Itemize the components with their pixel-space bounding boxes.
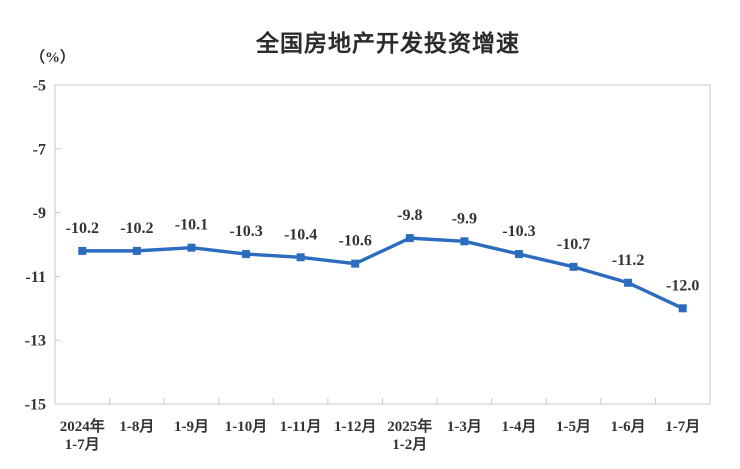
y-axis-tick-label: -9 (33, 205, 46, 222)
x-axis-category-label: 1-9月 (174, 418, 209, 435)
x-axis-category-label: 1-3月 (447, 418, 482, 435)
data-point-marker (296, 253, 305, 262)
y-axis-tick-label: -13 (25, 333, 46, 350)
data-point-label: -10.1 (175, 217, 208, 234)
data-point-label: -10.2 (120, 220, 153, 237)
data-point-label: -10.4 (284, 226, 317, 243)
data-line (80, 236, 685, 310)
data-point-label: -10.3 (229, 223, 262, 240)
x-axis-category-label: 1-5月 (556, 418, 591, 435)
x-axis-category-label: 2024年 (60, 417, 105, 435)
data-point-label: -12.0 (666, 277, 699, 294)
y-axis-tick-label: -7 (33, 141, 46, 158)
x-axis-category-label: 1-7月 (665, 418, 700, 435)
x-axis-category-label: 2025年 (387, 417, 432, 435)
data-point-marker (187, 243, 196, 252)
data-point-marker (242, 250, 251, 259)
x-axis-category-label: 1-6月 (611, 418, 646, 435)
data-point-marker (678, 304, 687, 313)
data-point-label: -10.6 (339, 233, 372, 250)
x-axis-category-label: 1-4月 (501, 418, 536, 435)
data-point-marker (132, 246, 141, 255)
plot-area-border (54, 84, 711, 405)
data-point-label: -10.2 (66, 220, 99, 237)
data-point-marker (78, 246, 87, 255)
data-point-marker (624, 278, 633, 287)
x-axis-category-label: 1-2月 (392, 436, 427, 453)
data-point-marker (514, 250, 523, 259)
data-point-label: -10.3 (502, 223, 535, 240)
data-point-marker (569, 262, 578, 271)
y-axis-tick-label: -15 (25, 397, 46, 414)
data-point-marker (460, 237, 469, 246)
x-axis-category-label: 1-12月 (334, 418, 377, 435)
x-axis-category-label: 1-7月 (65, 436, 100, 453)
data-point-marker (405, 234, 414, 243)
y-axis-unit-label: （%） (30, 50, 76, 66)
data-point-marker (351, 259, 360, 268)
x-axis-category-label: 1-8月 (119, 418, 154, 435)
y-axis-tick-label: -11 (26, 269, 46, 286)
data-point-label: -10.7 (557, 236, 590, 253)
x-axis-category-label: 1-10月 (225, 418, 268, 435)
data-point-label: -9.8 (397, 207, 422, 224)
x-axis-category-label: 1-11月 (280, 418, 322, 435)
y-axis-tick-label: -5 (33, 78, 46, 95)
chart-title: 全国房地产开发投资增速 (256, 31, 520, 56)
data-point-label: -11.2 (612, 252, 644, 269)
data-point-label: -9.9 (452, 210, 477, 227)
